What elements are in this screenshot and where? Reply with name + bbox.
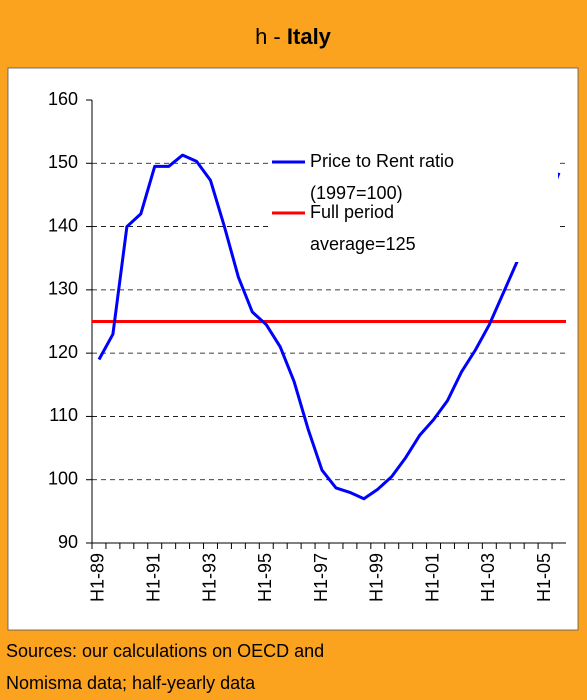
legend-label: average=125 xyxy=(310,234,416,254)
x-tick-label: H1-97 xyxy=(311,553,331,602)
x-tick-label: H1-93 xyxy=(199,553,219,602)
legend-label: (1997=100) xyxy=(310,183,403,203)
x-tick-label: H1-91 xyxy=(143,553,163,602)
series-line xyxy=(97,153,561,501)
x-tick-label: H1-95 xyxy=(255,553,275,602)
title-prefix: h - xyxy=(255,24,281,49)
source-line: Nomisma data; half-yearly data xyxy=(6,673,256,693)
x-tick-label: H1-99 xyxy=(367,553,387,602)
y-tick-label: 150 xyxy=(48,152,78,172)
y-tick-label: 140 xyxy=(48,215,78,235)
x-tick-label: H1-03 xyxy=(478,553,498,602)
y-tick-label: 100 xyxy=(48,468,78,488)
y-tick-label: 110 xyxy=(49,405,78,425)
title-main: Italy xyxy=(287,24,332,49)
x-tick-label: H1-01 xyxy=(422,553,442,602)
source-line: Sources: our calculations on OECD and xyxy=(6,641,324,661)
y-tick-label: 160 xyxy=(48,89,78,109)
legend-label: Full period xyxy=(310,202,394,222)
legend-box xyxy=(268,144,558,262)
legend-label: Price to Rent ratio xyxy=(310,151,454,171)
y-tick-label: 130 xyxy=(48,279,78,299)
chart-title: h - Italy xyxy=(255,24,332,49)
y-tick-label: 120 xyxy=(48,342,78,362)
x-tick-label: H1-05 xyxy=(534,553,554,602)
x-tick-label: H1-89 xyxy=(88,553,108,602)
y-tick-label: 90 xyxy=(58,532,78,552)
